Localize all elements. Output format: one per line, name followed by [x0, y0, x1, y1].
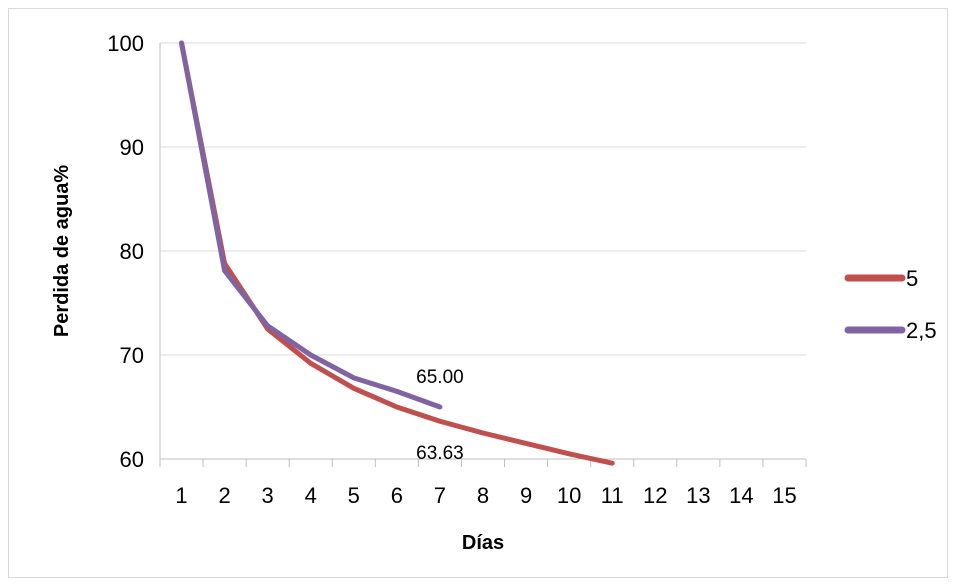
chart-frame — [8, 8, 948, 578]
x-tick-label: 12 — [643, 483, 667, 508]
data-label: 65.00 — [416, 367, 464, 388]
legend: 52,5 — [844, 266, 937, 343]
x-tick-label: 13 — [686, 483, 710, 508]
x-tick-label: 1 — [175, 483, 187, 508]
series-line-2 — [179, 40, 443, 410]
x-tick-label: 8 — [477, 483, 489, 508]
data-labels: 65.00 63.63 — [416, 367, 464, 464]
x-tick-label: 2 — [218, 483, 230, 508]
x-tick-label: 11 — [601, 483, 624, 508]
y-tick-label: 100 — [107, 31, 144, 56]
axes — [159, 43, 807, 467]
x-tick-labels: 1 2 3 4 5 6 7 8 9 10 11 12 13 14 15 — [175, 483, 796, 508]
x-tick-label: 5 — [348, 483, 360, 508]
gridlines — [160, 42, 806, 356]
y-tick-label: 80 — [120, 239, 144, 264]
x-tick-label: 15 — [772, 483, 796, 508]
y-tick-label: 90 — [120, 135, 144, 160]
y-tick-labels: 60 70 80 90 100 — [107, 31, 144, 472]
x-tick-label: 4 — [305, 483, 317, 508]
x-tick-label: 3 — [262, 483, 274, 508]
legend-label: 2,5 — [906, 318, 937, 343]
series-lines — [179, 40, 615, 466]
y-tick-label: 70 — [120, 343, 144, 368]
legend-label: 5 — [906, 266, 918, 291]
x-tick-label: 10 — [557, 483, 581, 508]
x-axis-label: Días — [462, 532, 504, 554]
y-tick-label: 60 — [120, 447, 144, 472]
y-axis-label: Perdida de agua% — [51, 165, 73, 337]
series-line-1 — [179, 40, 615, 466]
x-tick-label: 9 — [520, 483, 532, 508]
x-tick-label: 14 — [729, 483, 753, 508]
x-tick-label: 7 — [434, 483, 446, 508]
data-label: 63.63 — [416, 443, 464, 464]
x-tick-label: 6 — [391, 483, 403, 508]
